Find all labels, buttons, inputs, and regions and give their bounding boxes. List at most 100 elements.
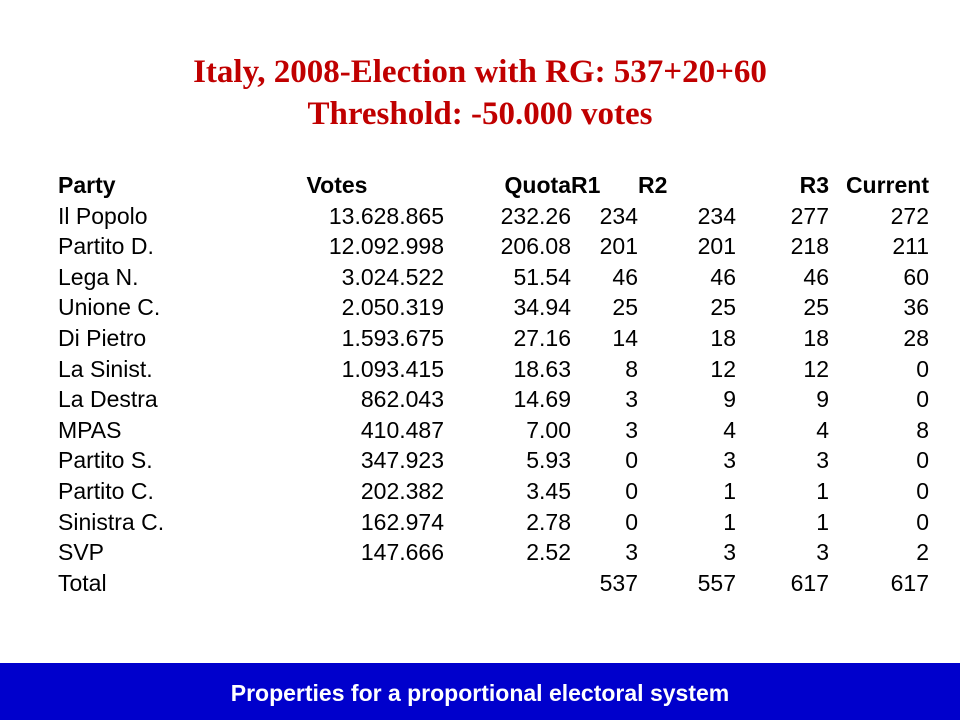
cell-r3: 12 [803,355,829,382]
cell-quota: 3.45 [526,477,571,504]
cell-current: 8 [916,416,929,443]
cell-party: La Sinist. [58,355,153,382]
cell-r2: 201 [697,233,736,260]
cell-r2: 4 [723,416,736,443]
table-row: Partito S. 347.923 5.93 0 3 3 0 [58,445,929,476]
cell-r1: 25 [612,294,638,321]
cell-r3: 277 [790,202,829,229]
cell-party: MPAS [58,416,122,443]
cell-r2: 1 [723,508,736,535]
cell-party: Partito D. [58,233,154,260]
cell-r2: 234 [697,202,736,229]
cell-r1: 8 [625,355,638,382]
cell-votes: 1.593.675 [341,324,444,351]
cell-r3: 4 [816,416,829,443]
header-current: Current [845,172,929,198]
cell-votes: 12.092.998 [328,233,444,260]
header-r2: R2 [638,172,668,198]
cell-quota: 2.52 [526,539,571,566]
cell-r1: 201 [599,233,638,260]
cell-current: 60 [903,263,929,290]
cell-quota: 206.08 [500,233,571,260]
slide-title-line1: Italy, 2008-Election with RG: 537+20+60 [193,54,767,90]
header-r1: R1 [571,172,601,198]
total-r1: 537 [599,569,638,596]
cell-quota: 27.16 [513,324,571,351]
cell-current: 0 [916,355,929,382]
cell-r2: 25 [710,294,736,321]
cell-votes: 347.923 [360,447,444,474]
cell-r3: 46 [803,263,829,290]
cell-votes: 410.487 [360,416,444,443]
table-row: La Sinist. 1.093.415 18.63 8 12 12 0 [58,354,929,385]
table-row: SVP 147.666 2.52 3 3 3 2 [58,537,929,568]
cell-r3: 18 [803,324,829,351]
cell-r1: 14 [612,324,638,351]
cell-current: 0 [916,447,929,474]
cell-party: SVP [58,539,105,566]
cell-votes: 162.974 [360,508,444,535]
cell-votes: 862.043 [360,386,444,413]
cell-party: Partito S. [58,447,153,474]
total-r3: 617 [790,569,829,596]
cell-r1: 3 [625,416,638,443]
cell-r1: 0 [625,477,638,504]
cell-r3: 3 [816,539,829,566]
cell-party: Il Popolo [58,202,148,229]
total-votes-empty [230,568,444,599]
election-results-table: Party Votes Quota R1 R2 R3 Current Il Po… [58,170,929,598]
cell-quota: 7.00 [526,416,571,443]
table-row: Partito C. 202.382 3.45 0 1 1 0 [58,476,929,507]
table-header-row: Party Votes Quota R1 R2 R3 Current [58,170,929,201]
table-row: Il Popolo 13.628.865 232.26 234 234 277 272 [58,201,929,232]
cell-current: 272 [890,202,929,229]
total-row: Total 537 557 617 617 [58,568,929,599]
cell-r2: 3 [723,539,736,566]
cell-r3: 25 [803,294,829,321]
cell-votes: 13.628.865 [328,202,444,229]
cell-quota: 232.26 [500,202,571,229]
cell-r3: 1 [816,508,829,535]
cell-current: 0 [916,477,929,504]
cell-current: 0 [916,508,929,535]
cell-r1: 0 [625,447,638,474]
table-row: Lega N. 3.024.522 51.54 46 46 46 60 [58,262,929,293]
cell-r3: 1 [816,477,829,504]
cell-quota: 2.78 [526,508,571,535]
cell-r3: 218 [790,233,829,260]
table-row: MPAS 410.487 7.00 3 4 4 8 [58,415,929,446]
cell-quota: 18.63 [513,355,571,382]
cell-r2: 1 [723,477,736,504]
cell-r1: 0 [625,508,638,535]
cell-quota: 5.93 [526,447,571,474]
table-row: Di Pietro 1.593.675 27.16 14 18 18 28 [58,323,929,354]
cell-r2: 12 [710,355,736,382]
cell-r1: 234 [599,202,638,229]
cell-r2: 9 [723,386,736,413]
cell-r2: 3 [723,447,736,474]
cell-current: 2 [916,539,929,566]
cell-party: Partito C. [58,477,154,504]
cell-votes: 202.382 [360,477,444,504]
cell-party: Di Pietro [58,324,147,351]
cell-r1: 46 [612,263,638,290]
cell-quota: 14.69 [513,386,571,413]
table-row: La Destra 862.043 14.69 3 9 9 0 [58,384,929,415]
cell-votes: 147.666 [360,539,444,566]
cell-r3: 3 [816,447,829,474]
total-label: Total [58,569,107,596]
cell-party: Sinistra C. [58,508,165,535]
table-row: Sinistra C. 162.974 2.78 0 1 1 0 [58,507,929,538]
cell-party: La Destra [58,386,158,413]
cell-r2: 46 [710,263,736,290]
total-r2: 557 [697,569,736,596]
footer-text: Properties for a proportional electoral … [230,680,730,706]
cell-r1: 3 [625,386,638,413]
header-quota: Quota [504,172,571,198]
cell-votes: 1.093.415 [341,355,444,382]
total-current: 617 [890,569,929,596]
slide-title-line2: Threshold: -50.000 votes [307,96,653,132]
cell-party: Unione C. [58,294,161,321]
cell-current: 36 [903,294,929,321]
